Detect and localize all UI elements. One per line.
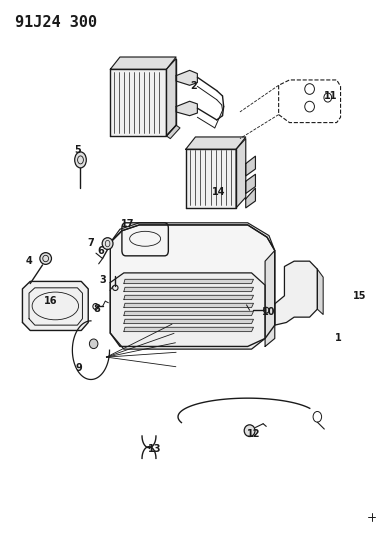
Text: 3: 3 (99, 275, 106, 285)
Text: 4: 4 (26, 256, 33, 266)
Text: 1: 1 (335, 334, 342, 343)
Polygon shape (110, 273, 265, 349)
Polygon shape (124, 327, 253, 332)
Text: 10: 10 (262, 307, 276, 317)
Text: 16: 16 (44, 296, 57, 306)
Text: 6: 6 (97, 246, 104, 255)
Polygon shape (110, 225, 275, 346)
Ellipse shape (89, 339, 98, 349)
Text: 5: 5 (74, 146, 81, 155)
Text: 15: 15 (353, 291, 366, 301)
Polygon shape (22, 281, 88, 330)
Polygon shape (110, 57, 176, 69)
Polygon shape (317, 269, 323, 314)
Text: 12: 12 (247, 430, 260, 439)
Polygon shape (176, 101, 197, 116)
Polygon shape (246, 188, 255, 208)
Polygon shape (186, 149, 236, 208)
Text: 11: 11 (324, 91, 337, 101)
Text: 2: 2 (190, 82, 197, 91)
Polygon shape (110, 223, 275, 251)
Polygon shape (265, 251, 275, 346)
Polygon shape (176, 70, 197, 85)
Polygon shape (275, 261, 317, 325)
Ellipse shape (40, 253, 51, 264)
Ellipse shape (102, 238, 113, 249)
Text: 17: 17 (121, 219, 134, 229)
Polygon shape (124, 303, 253, 308)
Polygon shape (246, 174, 255, 193)
Polygon shape (166, 125, 180, 139)
Polygon shape (166, 59, 176, 136)
Text: 9: 9 (76, 363, 83, 373)
Text: 13: 13 (148, 444, 161, 454)
Text: 7: 7 (87, 238, 94, 247)
Polygon shape (124, 279, 253, 284)
Text: 8: 8 (93, 304, 100, 314)
Polygon shape (124, 311, 253, 316)
Polygon shape (236, 139, 246, 208)
Ellipse shape (75, 152, 86, 168)
Polygon shape (124, 287, 253, 292)
Polygon shape (110, 69, 166, 136)
Ellipse shape (244, 425, 255, 437)
Polygon shape (124, 295, 253, 300)
Polygon shape (246, 156, 255, 176)
Text: 14: 14 (212, 187, 225, 197)
Polygon shape (124, 319, 253, 324)
Text: 91J24 300: 91J24 300 (15, 15, 98, 30)
Polygon shape (186, 137, 246, 149)
